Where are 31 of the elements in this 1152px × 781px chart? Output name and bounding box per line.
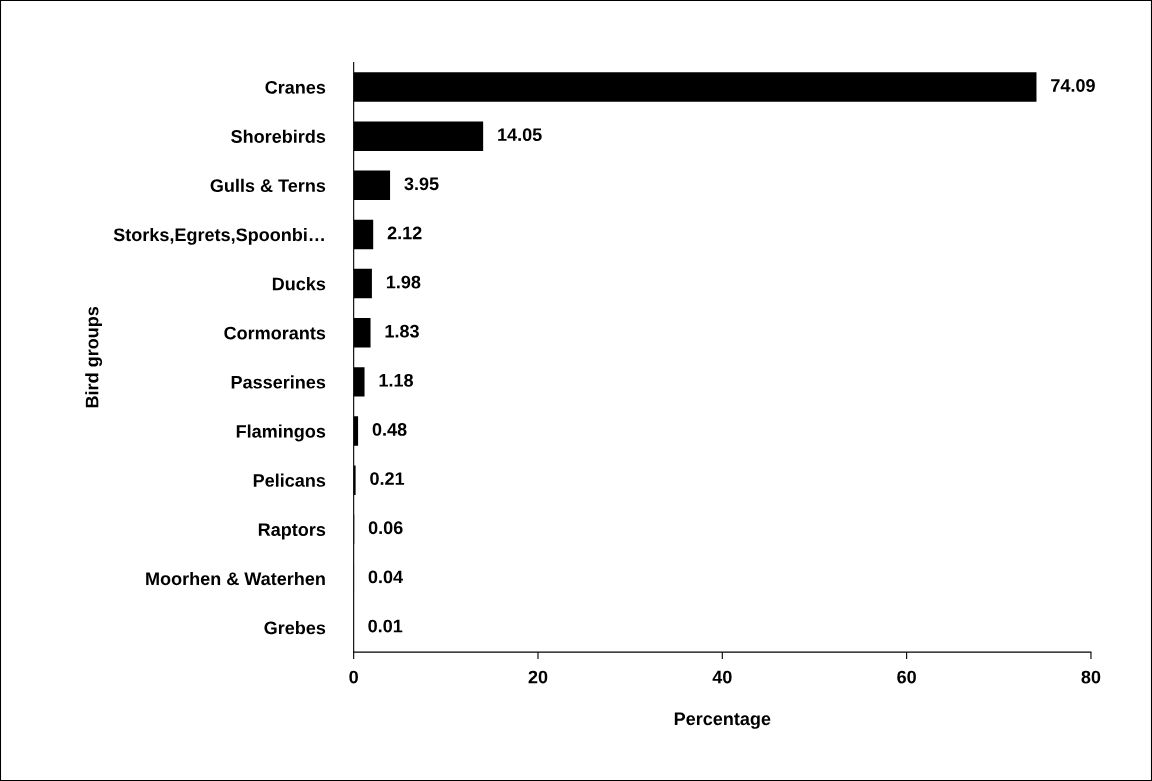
- data-label: 1.83: [385, 324, 419, 338]
- data-label: 0.01: [368, 619, 403, 633]
- y-tick-label: Gulls & Terns: [210, 178, 326, 193]
- y-tick-label: Cormorants: [224, 326, 326, 340]
- x-tick-label: 0: [349, 670, 358, 684]
- y-tick-label: Ducks: [272, 277, 326, 291]
- y-tick-label: Passerines: [231, 375, 326, 389]
- data-label: 0.06: [368, 521, 403, 535]
- y-tick-label: Raptors: [258, 523, 326, 540]
- data-label: 1.98: [386, 275, 421, 289]
- data-label: 2.12: [387, 226, 422, 240]
- y-axis-title: Bird groups: [85, 306, 103, 408]
- y-tick-label: Shorebirds: [231, 129, 326, 143]
- x-tick-label: 60: [897, 670, 916, 684]
- data-label: 0.21: [370, 472, 405, 485]
- data-label: 74.09: [1051, 79, 1095, 92]
- data-label: 1.18: [379, 373, 414, 387]
- y-tick-label: Flamingos: [236, 424, 326, 442]
- y-tick-label: Cranes: [265, 80, 326, 94]
- data-label: 0.48: [372, 423, 407, 436]
- y-tick-label: Moorhen & Waterhen: [146, 571, 325, 586]
- x-tick-label: 80: [1081, 670, 1101, 684]
- x-tick-label: 20: [528, 670, 548, 684]
- data-label: 14.05: [498, 128, 542, 142]
- y-tick-label: Grebes: [264, 621, 326, 635]
- y-tick-label: Storks,Egrets,Spoonbi…: [113, 227, 324, 245]
- x-axis-title: Percentage: [674, 712, 771, 729]
- x-tick-label: 40: [712, 670, 732, 684]
- y-tick-label: Pelicans: [253, 473, 326, 487]
- data-label: 0.04: [368, 570, 403, 584]
- data-label: 3.95: [404, 177, 439, 191]
